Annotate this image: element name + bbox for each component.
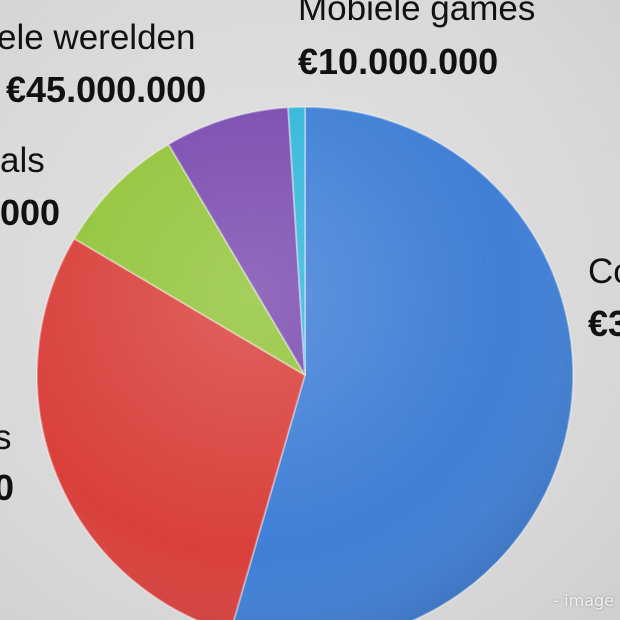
slice-value-green: 000 xyxy=(0,192,61,233)
slice-label-red: s xyxy=(0,418,12,457)
slice-label-consoles: Co xyxy=(588,252,620,291)
slice-label-green: als xyxy=(0,141,45,180)
slice-value-mobiele-games: €10.000.000 xyxy=(298,41,499,82)
slice-value-consoles: €3 xyxy=(588,303,620,344)
watermark-text: - image xyxy=(553,591,614,610)
slice-value-virtuele-werelden: €45.000.000 xyxy=(6,69,207,110)
slice-label-mobiele-games: Mobiele games xyxy=(298,0,536,28)
slice-value-red: 0 xyxy=(0,467,15,508)
slice-label-virtuele-werelden: ele werelden xyxy=(0,18,196,57)
